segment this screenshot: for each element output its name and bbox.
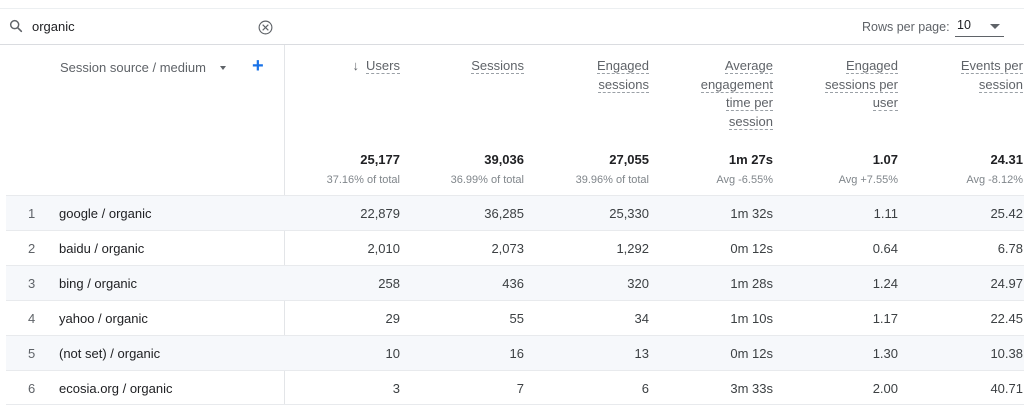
dimension-header[interactable]: Session source / medium: [60, 60, 226, 75]
cell-engaged-sessions: 13: [634, 346, 649, 361]
total-sessions: 39,036: [484, 152, 524, 167]
total-avg-engagement-time-delta: Avg -6.55%: [716, 174, 773, 186]
cell-engaged-sessions-per-user: 1.17: [872, 311, 898, 326]
total-engaged-sessions-per-user: 1.07: [872, 152, 898, 167]
total-engaged-sessions-per-user-delta: Avg +7.55%: [838, 174, 898, 186]
dimension-header-label: Session source / medium: [60, 60, 206, 75]
column-header-users[interactable]: ↓ Users: [353, 57, 400, 76]
cell-engaged-sessions-per-user: 0.64: [872, 241, 898, 256]
table-row[interactable]: 4 yahoo / organic 29 55 34 1m 10s 1.17 2…: [6, 300, 1024, 335]
cell-users: 258: [378, 276, 400, 291]
cell-users: 3: [392, 381, 400, 396]
total-engaged-sessions: 27,055: [609, 152, 649, 167]
cell-avg-engagement-time: 3m 33s: [730, 381, 773, 396]
total-sessions-share: 36.99% of total: [450, 174, 524, 186]
cell-sessions: 436: [502, 276, 524, 291]
row-rank: 5: [28, 346, 36, 361]
column-header-engaged-sessions-per-user[interactable]: Engaged sessions per user: [825, 58, 898, 111]
add-dimension-plus-icon[interactable]: +: [252, 55, 264, 77]
row-dimension: google / organic: [59, 206, 152, 221]
column-header-events-per-session[interactable]: Events per session: [960, 58, 1023, 93]
total-users-share: 37.16% of total: [326, 174, 400, 186]
row-dimension: (not set) / organic: [59, 346, 161, 361]
row-rank: 4: [28, 311, 36, 326]
report-table: Session source / medium + ↓ Users Session…: [6, 45, 1024, 405]
row-rank: 3: [28, 276, 36, 291]
total-events-per-session-delta: Avg -8.12%: [966, 174, 1023, 186]
table-toolbar: organic Rows per page: 10: [0, 8, 1024, 45]
search-input[interactable]: organic: [32, 19, 75, 34]
row-rank: 2: [28, 241, 36, 256]
total-events-per-session: 24.31: [990, 152, 1023, 167]
rows-per-page-value: 10: [957, 18, 971, 32]
row-rank: 6: [28, 381, 36, 396]
column-header-sessions[interactable]: Sessions: [471, 58, 524, 74]
cell-sessions: 7: [516, 381, 524, 396]
cell-avg-engagement-time: 1m 28s: [730, 276, 773, 291]
total-users: 25,177: [360, 152, 400, 167]
cell-sessions: 36,285: [484, 206, 524, 221]
table-row[interactable]: 1 google / organic 22,879 36,285 25,330 …: [6, 195, 1024, 230]
cell-avg-engagement-time: 0m 12s: [730, 241, 773, 256]
cell-events-per-session: 25.42: [990, 206, 1023, 221]
column-header-avg-engagement-time[interactable]: Average engagement time per session: [700, 58, 773, 130]
row-rank: 1: [28, 206, 36, 221]
dimension-dropdown-icon[interactable]: [219, 65, 226, 70]
table-row[interactable]: 5 (not set) / organic 10 16 13 0m 12s 1.…: [6, 335, 1024, 370]
cell-engaged-sessions: 6: [641, 381, 649, 396]
cell-events-per-session: 10.38: [990, 346, 1023, 361]
cell-sessions: 16: [509, 346, 524, 361]
cell-avg-engagement-time: 1m 10s: [730, 311, 773, 326]
cell-sessions: 55: [509, 311, 524, 326]
cell-engaged-sessions: 320: [627, 276, 649, 291]
dropdown-caret-icon: [990, 24, 1000, 29]
cell-events-per-session: 40.71: [990, 381, 1023, 396]
cell-engaged-sessions-per-user: 2.00: [872, 381, 898, 396]
table-row[interactable]: 2 baidu / organic 2,010 2,073 1,292 0m 1…: [6, 230, 1024, 265]
cell-users: 22,879: [360, 206, 400, 221]
cell-engaged-sessions: 25,330: [609, 206, 649, 221]
cell-engaged-sessions: 1,292: [616, 241, 649, 256]
table-row[interactable]: 6 ecosia.org / organic 3 7 6 3m 33s 2.00…: [6, 370, 1024, 405]
cell-avg-engagement-time: 1m 32s: [730, 206, 773, 221]
column-header-engaged-sessions[interactable]: Engaged sessions: [596, 58, 649, 93]
cell-engaged-sessions-per-user: 1.30: [872, 346, 898, 361]
cell-users: 29: [385, 311, 400, 326]
cell-sessions: 2,073: [491, 241, 524, 256]
row-dimension: bing / organic: [59, 276, 138, 291]
total-avg-engagement-time: 1m 27s: [728, 152, 773, 167]
total-engaged-sessions-share: 39.96% of total: [575, 174, 649, 186]
row-dimension: baidu / organic: [59, 241, 145, 256]
sort-descending-arrow-icon: ↓: [352, 58, 360, 73]
cell-avg-engagement-time: 0m 12s: [730, 346, 773, 361]
rows-per-page-select[interactable]: 10: [955, 15, 1004, 37]
row-dimension: ecosia.org / organic: [59, 381, 173, 396]
cell-engaged-sessions-per-user: 1.24: [872, 276, 898, 291]
cell-users: 2,010: [367, 241, 400, 256]
cell-engaged-sessions-per-user: 1.11: [873, 206, 898, 221]
table-header: Session source / medium + ↓ Users Session…: [6, 45, 1024, 195]
cell-events-per-session: 24.97: [990, 276, 1023, 291]
table-row[interactable]: 3 bing / organic 258 436 320 1m 28s 1.24…: [6, 265, 1024, 300]
cell-events-per-session: 22.45: [990, 311, 1023, 326]
cell-events-per-session: 6.78: [997, 241, 1023, 256]
clear-search-icon[interactable]: [257, 19, 274, 36]
rows-per-page-label: Rows per page:: [862, 20, 950, 34]
cell-users: 10: [385, 346, 400, 361]
row-dimension: yahoo / organic: [59, 311, 148, 326]
search-icon: [9, 19, 23, 33]
cell-engaged-sessions: 34: [634, 311, 649, 326]
